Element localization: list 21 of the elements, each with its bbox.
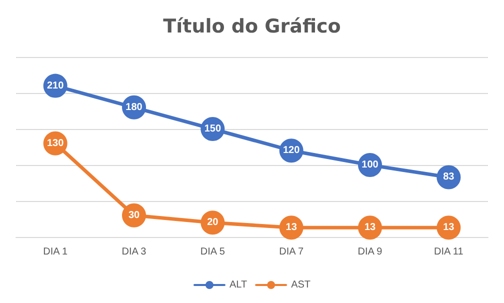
data-label: 120 [282,145,300,156]
x-tick-label: DIA 5 [200,246,226,258]
data-label: 130 [46,138,64,149]
data-label: 30 [128,210,140,221]
x-tick-label: DIA 7 [279,246,304,258]
x-tick-label: DIA 1 [43,246,68,258]
data-label: 150 [204,124,222,134]
data-label: 13 [443,222,455,234]
x-tick-label: DIA 3 [122,246,147,258]
data-label: 100 [362,160,379,170]
legend-label: AST [291,280,311,290]
data-label: 13 [286,222,298,234]
legend-label: ALT [229,280,248,290]
chart-title: Título do Gráfico [163,16,341,38]
x-tick-label: DIA 9 [358,246,383,258]
x-tick-label: DIA 11 [434,246,464,258]
data-label: 20 [207,217,219,228]
data-label: 83 [443,172,455,183]
data-label: 13 [364,222,376,234]
data-label: 180 [126,102,143,113]
data-label: 210 [46,80,64,92]
